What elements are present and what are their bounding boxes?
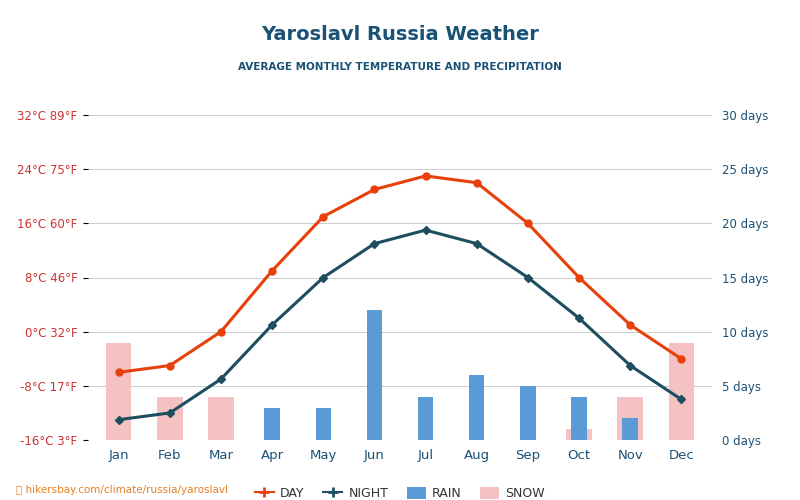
Bar — [622, 418, 638, 440]
Bar — [418, 396, 434, 440]
Bar — [566, 429, 592, 440]
Text: Yaroslavl Russia Weather: Yaroslavl Russia Weather — [261, 25, 539, 44]
Bar — [316, 408, 331, 440]
Bar — [469, 375, 484, 440]
Bar — [157, 396, 182, 440]
Bar — [618, 396, 643, 440]
Bar — [265, 408, 280, 440]
Bar — [520, 386, 535, 440]
Text: AVERAGE MONTHLY TEMPERATURE AND PRECIPITATION: AVERAGE MONTHLY TEMPERATURE AND PRECIPIT… — [238, 62, 562, 72]
Legend: DAY, NIGHT, RAIN, SNOW: DAY, NIGHT, RAIN, SNOW — [250, 482, 550, 500]
Bar — [208, 396, 234, 440]
Bar — [669, 342, 694, 440]
Bar — [106, 342, 131, 440]
Bar — [366, 310, 382, 440]
Bar — [571, 396, 586, 440]
Text: 📍 hikersbay.com/climate/russia/yaroslavl: 📍 hikersbay.com/climate/russia/yaroslavl — [16, 485, 228, 495]
